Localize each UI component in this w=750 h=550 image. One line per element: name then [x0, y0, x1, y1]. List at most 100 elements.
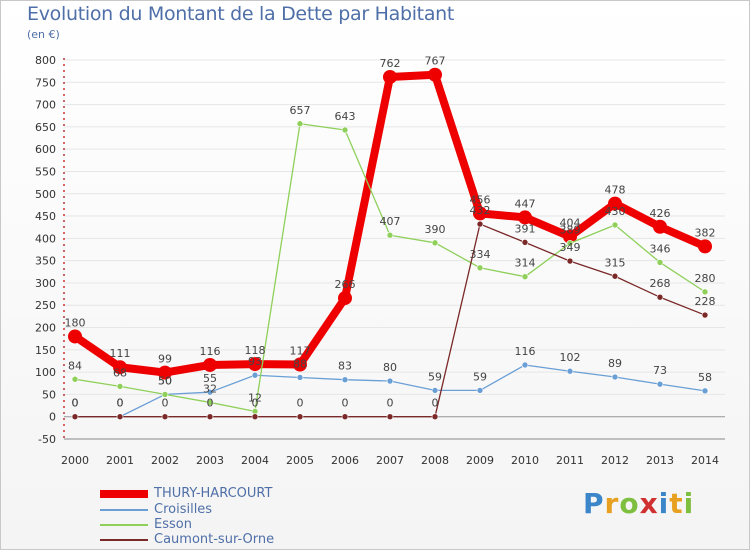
data-point: [158, 365, 172, 380]
data-label: 0: [432, 397, 439, 410]
data-label: 391: [515, 222, 536, 235]
data-point: [341, 413, 349, 421]
data-label: 478: [605, 184, 626, 197]
y-tick-label: 400: [35, 232, 56, 245]
data-point: [656, 380, 664, 388]
data-point: [653, 219, 667, 234]
x-tick-label: 2002: [151, 454, 179, 467]
x-tick-label: 2004: [241, 454, 269, 467]
data-label: 59: [473, 370, 487, 383]
x-tick-label: 2005: [286, 454, 314, 467]
data-label: 268: [650, 277, 671, 290]
y-tick-label: 550: [35, 165, 56, 178]
y-tick-label: 0: [49, 411, 56, 424]
x-tick-label: 2008: [421, 454, 449, 467]
data-label: 382: [695, 226, 716, 239]
data-label: 432: [470, 204, 491, 217]
data-point: [338, 291, 352, 306]
data-label: 390: [425, 223, 446, 236]
data-label: 116: [515, 345, 536, 358]
data-point: [566, 367, 574, 375]
y-tick-label: 350: [35, 255, 56, 268]
data-point: [251, 371, 259, 379]
logo-letter: o: [619, 487, 640, 520]
data-label: 404: [560, 217, 581, 230]
data-label: 84: [68, 359, 82, 372]
data-label: 0: [297, 397, 304, 410]
data-point: [476, 387, 484, 394]
legend-item-caumont-sur-orne: Caumont-sur-Orne: [100, 532, 274, 547]
data-label: 116: [200, 345, 221, 358]
x-tick-label: 2003: [196, 454, 224, 467]
data-label: 0: [72, 397, 79, 410]
logo-letter: t: [669, 487, 684, 520]
data-point: [611, 272, 619, 280]
x-tick-label: 2009: [466, 454, 494, 467]
y-tick-label: 700: [35, 99, 56, 112]
legend-swatch: [100, 523, 148, 526]
logo-letter: i: [683, 487, 695, 520]
data-label: 118: [245, 344, 266, 357]
y-tick-label: 800: [35, 54, 56, 67]
data-label: 0: [117, 397, 124, 410]
data-point: [476, 220, 484, 228]
data-label: 762: [380, 57, 401, 70]
data-label: 68: [113, 366, 127, 379]
data-label: 50: [158, 374, 172, 387]
data-point: [476, 264, 484, 272]
data-label: 389: [560, 223, 581, 236]
logo-letter: P: [583, 487, 605, 520]
data-point: [521, 273, 529, 280]
data-label: 83: [338, 360, 352, 373]
data-label: 55: [203, 372, 217, 385]
chart-title: Evolution du Montant de la Dette par Hab…: [27, 3, 455, 25]
y-tick-label: 650: [35, 121, 56, 134]
data-label: 346: [650, 242, 671, 255]
data-point: [656, 259, 664, 266]
data-point: [203, 357, 217, 372]
data-label: 93: [248, 355, 262, 368]
data-point: [518, 210, 532, 225]
data-label: 266: [335, 278, 356, 291]
x-tick-label: 2006: [331, 454, 359, 467]
data-point: [116, 383, 124, 390]
data-point: [296, 413, 304, 421]
logo-letter: i: [658, 487, 670, 520]
data-point: [431, 413, 439, 421]
data-label: 280: [695, 272, 716, 285]
legend-swatch: [100, 538, 148, 541]
data-point: [341, 126, 349, 134]
data-point: [701, 288, 709, 296]
data-point: [296, 374, 304, 381]
x-tick-label: 2013: [646, 454, 674, 467]
data-point: [248, 357, 262, 372]
series-line-caumont-sur-orne: [74, 223, 706, 418]
y-tick-label: 300: [35, 277, 56, 290]
data-point: [611, 373, 619, 381]
data-point: [386, 377, 394, 385]
data-label: 349: [560, 241, 581, 254]
data-label: 456: [470, 193, 491, 206]
data-label: 315: [605, 256, 626, 269]
data-point: [386, 413, 394, 421]
data-point: [698, 239, 712, 254]
data-point: [71, 413, 79, 421]
data-point: [608, 196, 622, 211]
data-point: [251, 413, 259, 421]
data-point: [428, 67, 442, 82]
data-point: [431, 387, 439, 394]
x-tick-label: 2014: [691, 454, 719, 467]
data-label: 80: [383, 361, 397, 374]
y-axis-unit: (en €): [27, 28, 60, 41]
data-point: [701, 387, 709, 395]
y-tick-label: 100: [35, 366, 56, 379]
data-point: [206, 399, 214, 406]
y-tick-label: 750: [35, 76, 56, 89]
data-label: 32: [203, 382, 217, 395]
data-label: 0: [72, 397, 79, 410]
data-label: 12: [248, 391, 262, 404]
data-label: 0: [387, 397, 394, 410]
data-point: [701, 311, 709, 319]
data-point: [71, 375, 79, 383]
